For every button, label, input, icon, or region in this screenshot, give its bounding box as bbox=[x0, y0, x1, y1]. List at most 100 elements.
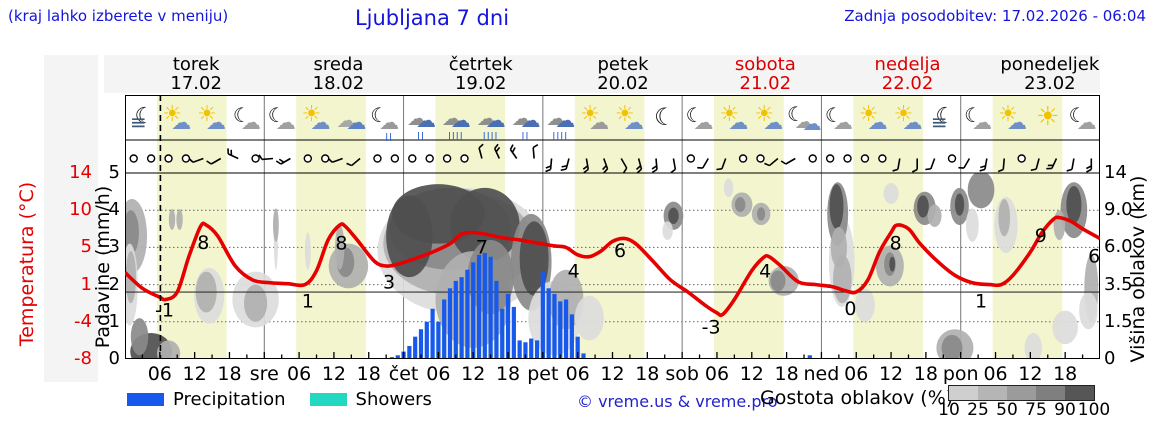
svg-text:||||: |||| bbox=[483, 131, 499, 140]
temperature-point-label: -3 bbox=[702, 316, 721, 338]
cloud-density-scale-label: 25 bbox=[967, 400, 989, 420]
x-axis-label: 12 bbox=[879, 363, 903, 385]
axis-tick-value: 14 bbox=[1104, 162, 1127, 183]
cloud-density-scale-label: 50 bbox=[996, 400, 1018, 420]
svg-text:☾: ☾ bbox=[787, 102, 805, 126]
wind-barb-icon bbox=[984, 158, 988, 170]
wind-calm-icon bbox=[878, 154, 887, 163]
cloud-drizzle-icon: ☁☁|| bbox=[407, 106, 436, 140]
moon-cloud-icon: ☾☁ bbox=[1069, 103, 1097, 134]
precipitation-bars bbox=[389, 252, 812, 359]
svg-text:☀: ☀ bbox=[1036, 102, 1059, 132]
temperature-point-label: 1 bbox=[302, 290, 314, 312]
cloud-rain-icon: ☁☁|||| bbox=[546, 106, 575, 140]
wind-calm-icon bbox=[321, 154, 330, 163]
x-axis-label: 18 bbox=[357, 363, 381, 385]
sun-cloud-icon: ☀☁ bbox=[859, 102, 888, 134]
svg-text:☁: ☁ bbox=[442, 106, 462, 130]
cloud-density-scale-segment bbox=[1065, 386, 1094, 400]
svg-text:☁: ☁ bbox=[972, 110, 992, 134]
sun-cloud-icon: ☀☁ bbox=[197, 102, 226, 134]
x-axis-label: 06 bbox=[844, 363, 868, 385]
moon-icon: ☾ bbox=[654, 103, 676, 131]
svg-text:☁: ☁ bbox=[902, 110, 922, 134]
x-axis-label: čet bbox=[389, 363, 419, 385]
wind-barbs bbox=[129, 143, 1093, 174]
moon-cloud-icon: ☾☁ bbox=[686, 103, 714, 134]
axis-tick-value: 14 bbox=[69, 162, 92, 183]
last-update-text: Zadnja posodobitev: 17.02.2026 - 06:04 bbox=[844, 7, 1146, 25]
sun-cloud-icon: ☀☁ bbox=[615, 102, 644, 134]
svg-text:☾: ☾ bbox=[370, 103, 388, 127]
x-axis-label: sob bbox=[665, 363, 699, 385]
x-axis-label: pon bbox=[943, 363, 979, 385]
svg-text:☀: ☀ bbox=[894, 102, 914, 127]
svg-text:☁: ☁ bbox=[795, 111, 814, 133]
cloud-rain-icon: ☁☁|||| bbox=[442, 106, 471, 140]
wind-barb-icon bbox=[637, 158, 643, 170]
precipitation-swatch bbox=[127, 393, 164, 406]
cloud-density-scale-label: 75 bbox=[1025, 400, 1047, 420]
temperature-axis-label: Temperatura (°C) bbox=[16, 181, 38, 347]
x-axis-label: ned bbox=[804, 363, 840, 385]
showers-legend-label: Showers bbox=[355, 389, 432, 410]
day-label-nedelja: nedelja 22.02 bbox=[874, 54, 941, 94]
svg-text:☾: ☾ bbox=[825, 103, 843, 127]
svg-text:☀: ☀ bbox=[162, 102, 182, 127]
temperature-point-label: 4 bbox=[568, 261, 580, 283]
temperature-point-label: 4 bbox=[759, 261, 771, 283]
svg-text:☁: ☁ bbox=[546, 106, 566, 130]
x-axis-label: 06 bbox=[983, 363, 1007, 385]
cloud-density-scale-segment bbox=[949, 386, 978, 400]
svg-text:☁: ☁ bbox=[555, 108, 575, 132]
wind-calm-icon bbox=[442, 154, 452, 163]
x-axis-label: 12 bbox=[1018, 363, 1042, 385]
wind-calm-icon bbox=[164, 154, 173, 163]
temperature-point-label: -1 bbox=[155, 300, 174, 322]
credit-link[interactable]: © vreme.us & vreme.pro bbox=[577, 392, 778, 411]
axis-tick-value: 3 bbox=[108, 236, 120, 258]
svg-text:☁: ☁ bbox=[451, 108, 471, 132]
temperature-point-label: 8 bbox=[197, 232, 209, 254]
svg-text:☁: ☁ bbox=[336, 108, 356, 132]
x-axis-ticks bbox=[141, 352, 1084, 359]
cloud-density-scale-segment bbox=[978, 386, 1007, 400]
wind-calm-icon bbox=[251, 154, 260, 163]
x-axis-label: 12 bbox=[322, 363, 346, 385]
day-label-petek: petek 20.02 bbox=[597, 54, 649, 94]
sun-cloud-icon: ☀☁ bbox=[998, 102, 1027, 134]
cloud-density-scale-label: 90 bbox=[1054, 400, 1076, 420]
wind-barb-icon bbox=[603, 158, 609, 170]
wind-barb-icon bbox=[620, 158, 628, 169]
svg-text:☁: ☁ bbox=[346, 110, 366, 134]
wind-barb-icon bbox=[509, 149, 518, 159]
x-axis-label: 06 bbox=[566, 363, 590, 385]
svg-text:☁: ☁ bbox=[486, 108, 506, 132]
axis-tick-value: 5 bbox=[108, 162, 120, 183]
wind-barb-icon bbox=[785, 157, 796, 165]
wind-calm-icon bbox=[1017, 154, 1026, 163]
svg-text:☁: ☁ bbox=[868, 110, 888, 134]
temperature-point-label: 3 bbox=[383, 272, 395, 294]
svg-text:☁: ☁ bbox=[416, 108, 436, 132]
x-axis-label: 12 bbox=[740, 363, 764, 385]
x-axis-label: 06 bbox=[705, 363, 729, 385]
wind-barb-icon bbox=[210, 157, 222, 165]
svg-text:☁: ☁ bbox=[520, 108, 540, 132]
svg-text:☁: ☁ bbox=[171, 110, 191, 134]
svg-text:||: || bbox=[522, 131, 530, 140]
axis-tick-value: 0 bbox=[108, 348, 120, 369]
sun-cloud-icon: ☀☁ bbox=[162, 102, 191, 134]
moon-cloud-icon: ☾☁ bbox=[964, 103, 992, 134]
x-axis-label: 06 bbox=[148, 363, 172, 385]
sun-cloud-icon: ☀☁ bbox=[894, 102, 923, 134]
svg-text:☁: ☁ bbox=[728, 110, 748, 134]
svg-text:≡: ≡ bbox=[931, 110, 948, 134]
wind-calm-icon bbox=[843, 154, 852, 163]
svg-text:☾: ☾ bbox=[654, 103, 676, 131]
day-labels-band: torek 17.02 sreda 18.02 četrtek 19.02 petek 20.… bbox=[104, 55, 1100, 93]
axis-tick-value: 3.5 bbox=[1104, 273, 1133, 295]
x-axis-labels: 06 12 18 sre 06 12 18 čet 06 12 18 pet 06 12 18 sob 06 12… bbox=[148, 363, 1078, 385]
axis-tick-value: -8 bbox=[74, 348, 92, 369]
